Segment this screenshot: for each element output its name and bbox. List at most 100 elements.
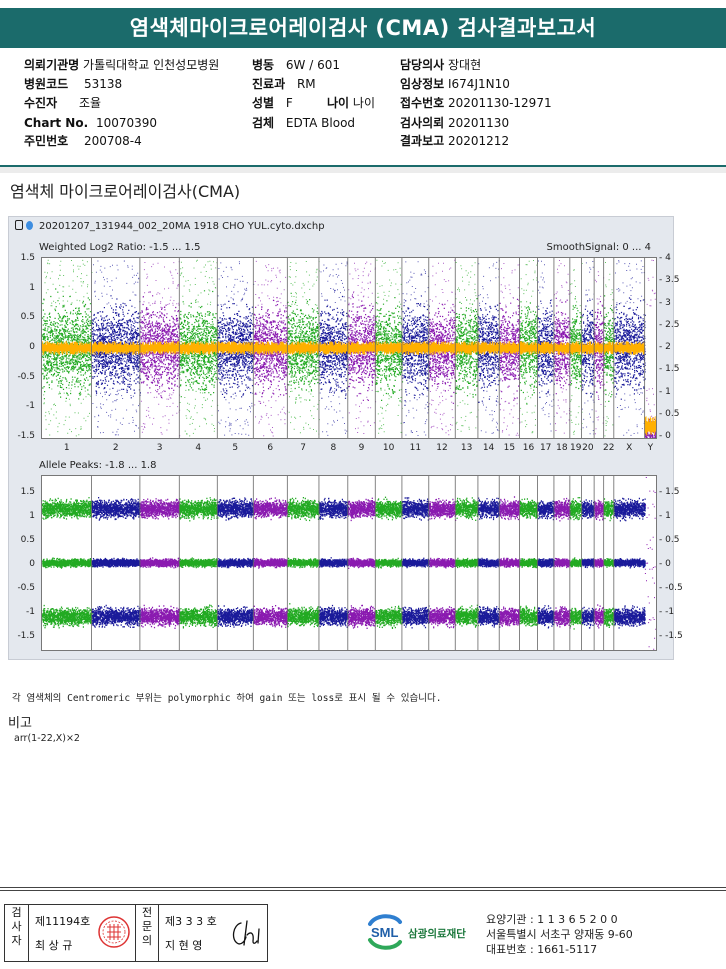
- chromosome-label: 16: [522, 443, 535, 453]
- ward-label: 병동: [252, 58, 275, 72]
- chr-12-log2: [428, 259, 457, 436]
- specialist-name: 지 현 영: [165, 939, 203, 952]
- org-address: 서울특별시 서초구 양재동 9-60: [486, 928, 633, 941]
- allele-right-tick: - -1: [659, 607, 675, 617]
- sex-label: 성별: [252, 96, 275, 110]
- smooth-tick: - 3: [659, 297, 671, 308]
- chr-17-log2: [537, 260, 556, 432]
- smooth-tick: - 4: [659, 253, 671, 263]
- chromosome-label: 4: [195, 443, 202, 453]
- allele-peaks-plot: [41, 475, 657, 651]
- log2-tick: 0: [29, 342, 35, 352]
- allele-right-tick: - -0.5: [659, 583, 683, 593]
- smooth-tick: - 2: [659, 342, 671, 352]
- id-row: 주민번호 200708-4: [24, 132, 142, 150]
- chr-9-allele: [347, 497, 377, 629]
- chr-Y-allele: [644, 477, 656, 650]
- allele-left-tick: 1.5: [20, 487, 35, 497]
- chr-13-allele: [455, 497, 480, 628]
- chromosome-label: 8: [330, 443, 337, 453]
- specimen-row: 검체 EDTA Blood: [252, 114, 355, 132]
- chr-1-log2: [42, 259, 93, 437]
- report-title: 염색체마이크로어레이검사 (CMA) 검사결과보고서: [0, 8, 726, 48]
- clinical-row: 임상정보 I674J1N10: [400, 75, 510, 93]
- chr-1-allele: [42, 497, 93, 629]
- section-title: 염색체 마이크로어레이검사(CMA): [10, 182, 241, 201]
- chr-2-allele: [91, 497, 141, 628]
- chromosome-label: 7: [300, 443, 306, 453]
- chr-8-allele: [319, 497, 349, 628]
- chr-3-allele: [139, 498, 181, 629]
- chr-9-log2: [347, 261, 377, 434]
- institution-value: 가톨릭대학교 인천성모병원: [83, 58, 220, 72]
- chr-10-allele: [375, 496, 404, 629]
- report-date-value: 20201212: [448, 134, 510, 148]
- chr-21-log2: [593, 271, 605, 435]
- org-phone: 대표번호 : 1661-5117: [486, 943, 598, 956]
- chromosome-label: 14: [482, 443, 495, 453]
- org-info: 요양기관 : 1 1 3 6 5 2 0 0 서울특별시 서초구 양재동 9-6…: [486, 912, 633, 957]
- institution-label: 의뢰기관명: [24, 58, 80, 72]
- chart-row: Chart No. 10070390: [24, 114, 157, 132]
- chromosome-label: 11: [409, 443, 422, 453]
- patient-label: 수진자: [24, 96, 58, 110]
- ward-row: 병동 6W / 601: [252, 56, 340, 74]
- receipt-row: 접수번호 20201130-12971: [400, 94, 552, 112]
- remarks-title: 비고: [8, 716, 32, 731]
- hospital-code-row: 병원코드 53138: [24, 75, 122, 93]
- smooth-tick: - 2.5: [659, 319, 680, 330]
- smooth-tick: - 3.5: [659, 275, 680, 286]
- chr-8-log2: [318, 261, 349, 436]
- sex-row: 성별 F: [252, 94, 293, 112]
- receipt-value: 20201130-12971: [448, 96, 552, 110]
- chromosome-label: 17: [539, 443, 552, 453]
- patient-info: 의뢰기관명 가톨릭대학교 인천성모병원 병동 6W / 601 담당의사 장대현…: [0, 52, 726, 164]
- chr-16-allele: [519, 498, 539, 627]
- chr-4-log2: [178, 259, 219, 437]
- age-value: 나이: [352, 96, 376, 110]
- allele-right-tick: - 1: [659, 511, 671, 521]
- allele-caption: Allele Peaks: -1.8 ... 1.8: [39, 460, 157, 471]
- log2-tick: 1: [29, 282, 35, 293]
- receipt-label: 접수번호: [400, 96, 445, 110]
- chr-22-log2: [603, 262, 615, 437]
- chr-22-allele: [603, 498, 615, 628]
- chart-label: Chart No.: [24, 116, 89, 130]
- chr-4-allele: [179, 497, 219, 629]
- footer-divider-2: [0, 890, 726, 891]
- age-label: 나이: [327, 96, 350, 110]
- specimen-value: EDTA Blood: [285, 116, 356, 130]
- logo-org: 삼광의료재단: [408, 927, 466, 940]
- chr-18-log2: [553, 260, 571, 434]
- chr-16-log2: [519, 260, 539, 434]
- chr-20-log2: [581, 261, 596, 435]
- chromosome-label: 22: [603, 443, 615, 453]
- sex-value: F: [285, 96, 293, 110]
- smooth-tick: - 0.5: [659, 408, 680, 419]
- chart-value: 10070390: [95, 116, 158, 130]
- hospital-code-label: 병원코드: [24, 77, 69, 91]
- request-label: 검사의뢰: [400, 116, 445, 130]
- centromere-note: 각 염색체의 Centromeric 부위는 polymorphic 하여 ga…: [12, 693, 442, 704]
- log2-tick: 0.5: [20, 312, 35, 323]
- cma-panel: 20201207_131944_002_20MA 1918 CHO YUL.cy…: [8, 216, 683, 660]
- log2-caption: Weighted Log2 Ratio: -1.5 ... 1.5: [39, 242, 201, 253]
- gray-band: [0, 167, 726, 173]
- hospital-code-value: 53138: [84, 77, 123, 91]
- chr-7-log2: [286, 261, 321, 435]
- footer-divider: [0, 887, 726, 888]
- clinical-label: 임상정보: [400, 77, 445, 91]
- smooth-caption: SmoothSignal: 0 ... 4: [546, 242, 651, 253]
- chromosome-label: 6: [267, 443, 274, 453]
- chr-11-allele: [401, 497, 430, 629]
- clinical-value: I674J1N10: [448, 77, 510, 91]
- patient-value: 조율: [78, 96, 102, 110]
- ward-value: 6W / 601: [285, 58, 340, 72]
- chromosome-label: 13: [460, 443, 473, 453]
- chr-Y-log2: [644, 259, 656, 438]
- specialist-license: 제3 3 3 호: [165, 915, 217, 928]
- chromosome-label: 1: [63, 443, 70, 453]
- smooth-tick: - 1: [659, 386, 671, 397]
- chr-20-allele: [581, 499, 596, 629]
